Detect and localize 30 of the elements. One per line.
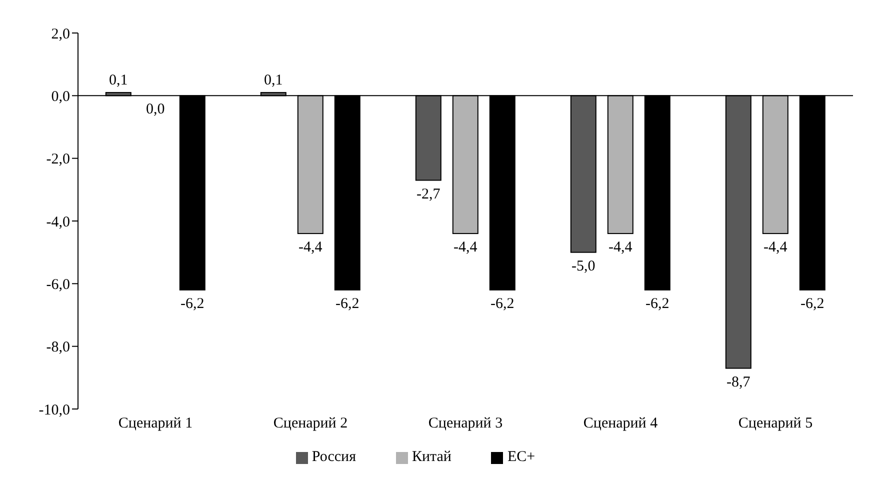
- data-label: 0,0: [146, 102, 165, 118]
- data-label: -2,7: [416, 186, 441, 202]
- data-label: -5,0: [572, 258, 596, 274]
- y-tick-label: 0,0: [51, 88, 70, 105]
- legend-label: ЕС+: [507, 449, 536, 465]
- y-tick-label: -2,0: [46, 152, 70, 168]
- data-label: 0,1: [264, 72, 283, 89]
- data-label: 0,1: [109, 72, 128, 89]
- data-label: -8,7: [726, 374, 751, 390]
- x-tick-label: Сценарий 1: [118, 416, 193, 432]
- legend-label: Китай: [412, 449, 452, 465]
- data-label: -6,2: [800, 296, 824, 312]
- data-label: -6,2: [336, 296, 360, 312]
- y-tick-label: 2,0: [51, 26, 70, 42]
- data-label: -6,2: [646, 296, 670, 312]
- x-tick-label: Сценарий 4: [583, 416, 658, 432]
- y-tick-label: -6,0: [46, 276, 70, 293]
- data-label: -4,4: [608, 240, 633, 256]
- data-label: -4,4: [298, 240, 323, 256]
- legend-label: Россия: [312, 449, 356, 465]
- y-tick-label: -8,0: [46, 340, 70, 356]
- x-tick-label: Сценарий 5: [738, 416, 813, 432]
- y-tick-label: -4,0: [46, 214, 70, 230]
- y-tick-label: -10,0: [38, 402, 70, 418]
- data-label: -6,2: [180, 296, 204, 312]
- data-label: -4,4: [454, 240, 478, 256]
- x-tick-label: Сценарий 2: [273, 416, 348, 432]
- data-label: -4,4: [764, 240, 788, 256]
- x-tick-label: Сценарий 3: [428, 416, 503, 432]
- data-label: -6,2: [490, 296, 514, 312]
